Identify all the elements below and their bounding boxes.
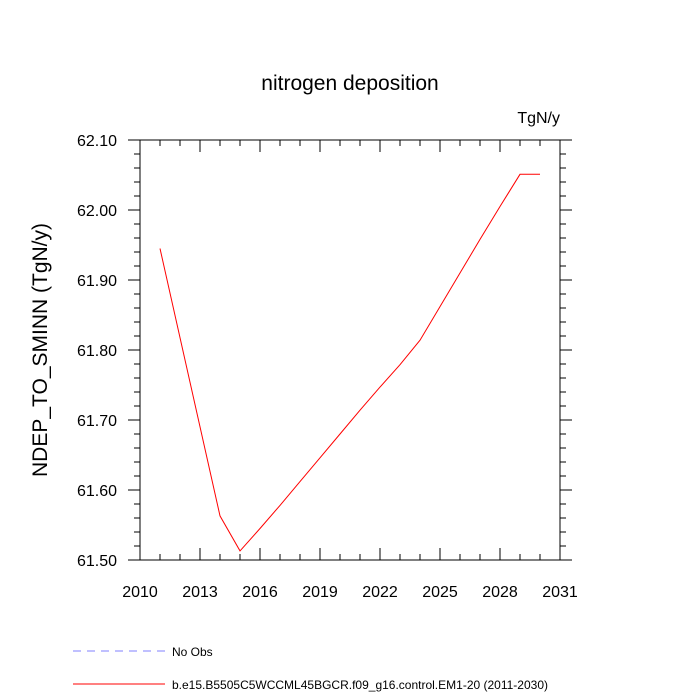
y-axis: 61.50 61.60 61.70 61.80 61.90 62.00 62.10 — [77, 133, 572, 570]
x-axis: 2010 2013 2016 2019 2022 2025 2028 2031 — [122, 140, 578, 601]
y-tick-label: 61.60 — [77, 483, 117, 500]
y-tick-label: 61.80 — [77, 343, 117, 360]
chart-title: nitrogen deposition — [261, 72, 438, 95]
legend-label: b.e15.B5505C5WCCML45BGCR.f09_g16.control… — [172, 678, 548, 692]
x-tick-label: 2028 — [482, 584, 518, 601]
x-tick-label: 2025 — [422, 584, 458, 601]
series-layer — [159, 173, 540, 552]
y-tick-label: 61.70 — [77, 413, 117, 430]
series-line-0 — [159, 173, 540, 552]
plot-frame — [139, 139, 561, 561]
units-label: TgN/y — [517, 110, 560, 127]
y-tick-label: 61.90 — [77, 273, 117, 290]
x-tick-label: 2016 — [242, 584, 278, 601]
y-tick-label: 62.10 — [77, 133, 117, 150]
x-tick-label: 2022 — [362, 584, 398, 601]
legend: No Obs b.e15.B5505C5WCCML45BGCR.f09_g16.c… — [73, 645, 548, 692]
y-tick-label: 62.00 — [77, 203, 117, 220]
x-tick-label: 2013 — [182, 584, 218, 601]
y-axis-label: NDEP_TO_SMINN (TgN/y) — [29, 223, 52, 477]
x-tick-label: 2010 — [122, 584, 158, 601]
legend-label: No Obs — [172, 645, 213, 659]
y-tick-label: 61.50 — [77, 553, 117, 570]
x-tick-label: 2031 — [542, 584, 578, 601]
x-tick-label: 2019 — [302, 584, 338, 601]
